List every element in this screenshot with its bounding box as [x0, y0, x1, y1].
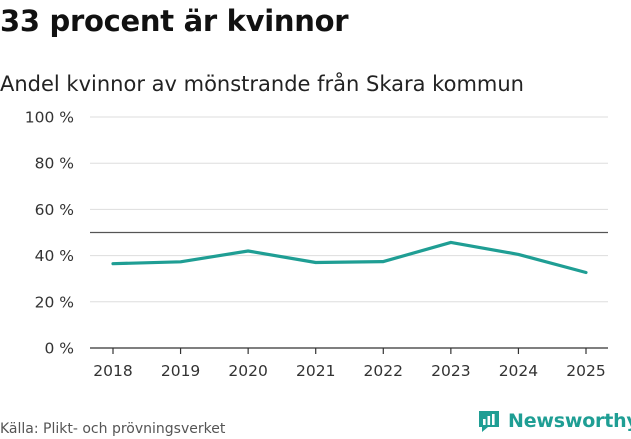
series-line-andel-kvinnor: [111, 240, 588, 275]
x-tick-label-2022: 2022: [364, 362, 403, 380]
x-tick-label-2023: 2023: [431, 362, 470, 380]
y-tick-label-0: 0 %: [44, 340, 74, 358]
y-tick-label-20: 20 %: [35, 293, 74, 311]
source-note: Källa: Plikt- och prövningsverket: [0, 421, 226, 437]
y-tick-label-60: 60 %: [35, 201, 74, 219]
brand-logo: Newsworthy: [476, 408, 631, 434]
brand-name: Newsworthy: [508, 410, 631, 432]
x-tick-label-2021: 2021: [296, 362, 335, 380]
x-tick-label-2019: 2019: [161, 362, 200, 380]
x-tick-label-2024: 2024: [499, 362, 538, 380]
gridlines: [90, 116, 608, 303]
x-tick-label-2025: 2025: [566, 362, 605, 380]
newsworthy-logo-icon: [479, 411, 499, 432]
x-tick-label-2020: 2020: [228, 362, 267, 380]
chart-subtitle: Andel kvinnor av mönstrande från Skara k…: [0, 72, 524, 96]
headline: 33 procent är kvinnor: [0, 4, 349, 38]
y-tick-label-40: 40 %: [35, 247, 74, 265]
y-tick-label-100: 100 %: [25, 109, 74, 127]
y-tick-label-80: 80 %: [35, 155, 74, 173]
y-axis-ticks: 0 % 20 % 40 % 60 % 80 % 100 %: [25, 109, 74, 358]
x-axis-ticks: 2018 2019 2020 2021 2022 2023 2024 2025: [93, 348, 606, 380]
x-tick-label-2018: 2018: [93, 362, 132, 380]
